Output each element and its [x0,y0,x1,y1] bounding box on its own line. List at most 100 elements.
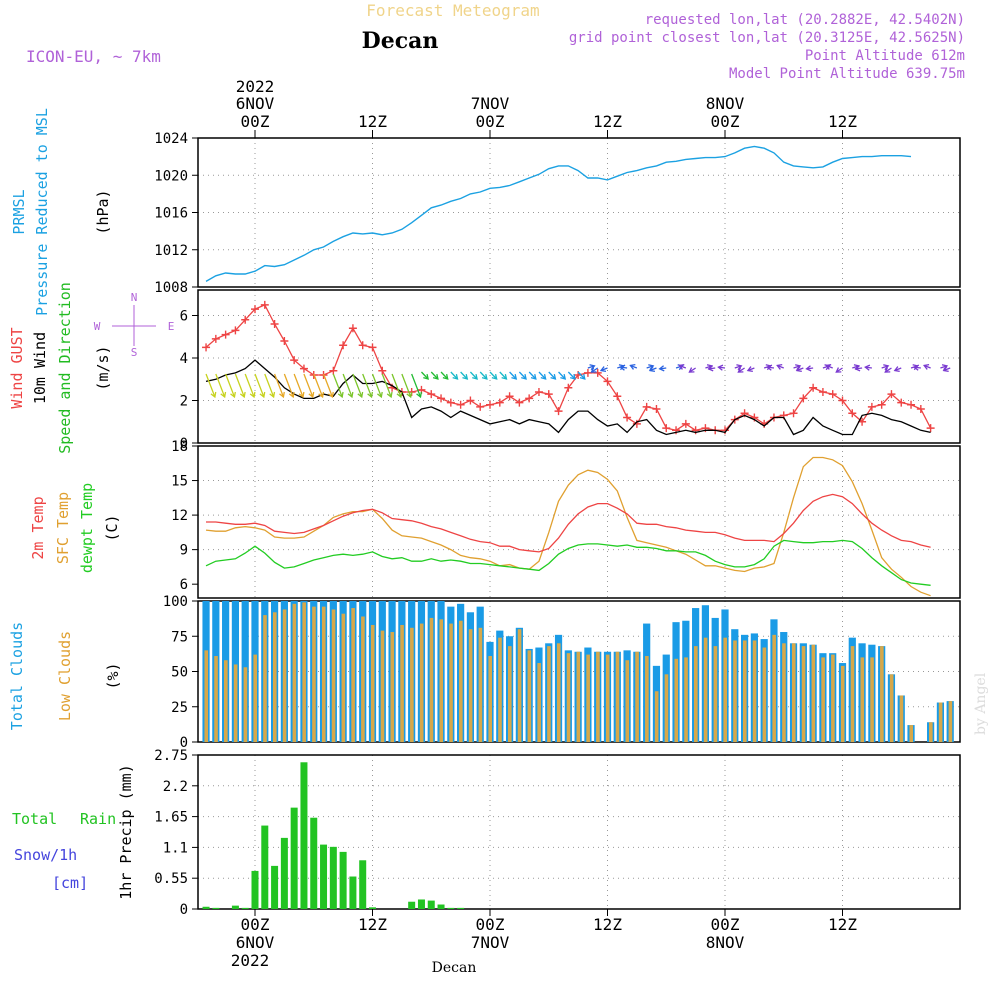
low-cloud-bar-75 [938,702,943,742]
direction-arrow-head-38 [579,373,586,380]
gust-point-64 [828,390,837,399]
ytick-label-4-4: 2.2 [163,779,188,795]
top-tick-label-5: 12Z [828,112,857,131]
direction-arrow-shaft-24 [440,371,449,380]
low-cloud-bar-29 [488,655,492,742]
low-cloud-bar-40 [596,651,600,742]
direction-arrow-27 [469,371,478,380]
direction-arrow-head-12 [328,391,334,399]
gust-point-7 [270,320,279,328]
direction-arrow-head-39 [589,364,596,371]
direction-arrow-head-70 [884,367,891,373]
direction-arrow-head-53 [717,364,724,371]
direction-arrow-head-43 [619,364,626,371]
direction-arrow-shaft-35 [548,371,556,380]
low-cloud-bar-1 [214,655,218,742]
direction-arrow-64 [825,364,833,370]
direction-arrow-shaft-36 [558,371,566,380]
direction-arrow-33 [528,371,537,380]
direction-arrow-head-15 [357,391,364,399]
gust-point-33 [525,394,534,403]
direction-arrow-shaft-5 [254,373,265,398]
direction-arrow-10 [303,373,315,399]
low-cloud-bar-5 [253,654,257,742]
gust-point-1 [211,334,220,343]
low-cloud-bar-62 [811,644,816,742]
low-cloud-bar-35 [547,646,551,742]
ytick-label-4-2: 1.1 [163,840,188,856]
bottom-tick-label-3: 12Z [593,915,622,934]
direction-arrow-head-71 [893,366,900,372]
direction-arrow-13 [332,373,344,399]
direction-arrow-53 [717,364,726,371]
low-cloud-bar-67 [860,657,865,742]
rain-bar-1 [212,907,220,909]
direction-arrow-shaft-11 [313,373,324,398]
low-cloud-bar-22 [419,623,424,742]
direction-arrow-shaft-23 [430,371,439,380]
direction-arrow-59 [776,364,784,370]
direction-arrow-shaft-18 [381,373,392,398]
direction-arrow-shaft-22 [420,371,429,380]
compass-w: W [94,320,101,333]
wind-direction-label: Speed and Direction [56,282,74,454]
panel-0: 1008 1012 1016 1020 1024 [154,131,961,296]
direction-arrow-shaft-6 [264,373,275,398]
gust-point-30 [495,398,504,407]
direction-arrow-head-56 [746,366,753,372]
direction-arrow-47 [658,365,667,372]
low-cloud-bar-34 [537,663,541,742]
compass-e: E [168,320,175,333]
snow-unit-label: [cm] [52,874,88,892]
gust-point-8 [280,337,289,345]
low-cloud-bar-43 [625,660,630,742]
panel-4: 0 0.55 1.1 1.65 2.2 2.75 [154,748,961,918]
direction-arrow-32 [518,371,527,380]
direction-arrow-20 [401,373,413,399]
low-cloud-bar-46 [654,691,659,742]
gust-point-60 [789,409,798,418]
low-cloud-bar-54 [733,640,737,742]
rain-bar-0 [202,906,210,909]
direction-arrow-11 [313,373,325,399]
rain-bar-10 [300,762,308,909]
direction-arrow-74 [922,364,931,370]
direction-arrow-head-68 [864,364,871,371]
direction-arrow-head-47 [658,365,665,372]
direction-arrow-head-7 [279,391,285,399]
ytick-label-3-3: 75 [171,629,188,645]
low-cloud-bar-70 [889,674,894,742]
low-cloud-bar-60 [791,643,796,742]
gust-point-26 [456,400,465,409]
direction-arrow-shaft-17 [371,373,382,398]
gust-point-36 [554,407,563,416]
low-cloud-bar-11 [312,606,316,742]
low-cloud-bar-32 [517,629,522,742]
temp-2m-label: 2m Temp [29,496,47,559]
rain-bar-26 [457,907,465,909]
direction-arrow-39 [587,364,596,371]
requested-coords: requested lon,lat (20.2882E, 42.5402N) [645,12,965,28]
bottom-date-label-2: 7NOV [471,933,510,952]
gust-point-2 [221,330,230,339]
direction-arrow-head-18 [386,391,393,399]
low-cloud-bar-12 [321,606,326,742]
direction-arrow-34 [538,371,547,380]
low-cloud-bar-15 [351,608,355,742]
direction-arrow-50 [688,367,696,373]
direction-arrows [205,364,951,399]
cloud-labels: Total Clouds Low Clouds (%) [8,622,122,730]
bottom-tick-label-0: 00Z [241,915,270,934]
top-tick-label-1: 12Z [358,112,387,131]
direction-arrow-5 [254,373,266,399]
direction-arrow-31 [509,371,518,380]
ytick-label-0-4: 1024 [154,131,188,147]
direction-arrow-55 [737,367,745,373]
ytick-label-4-1: 0.55 [154,871,188,887]
direction-arrow-head-26 [462,373,469,380]
direction-arrow-70 [884,367,892,373]
low-cloud-bar-9 [292,603,297,742]
direction-arrow-25 [450,371,459,380]
low-cloud-bar-33 [527,650,532,742]
